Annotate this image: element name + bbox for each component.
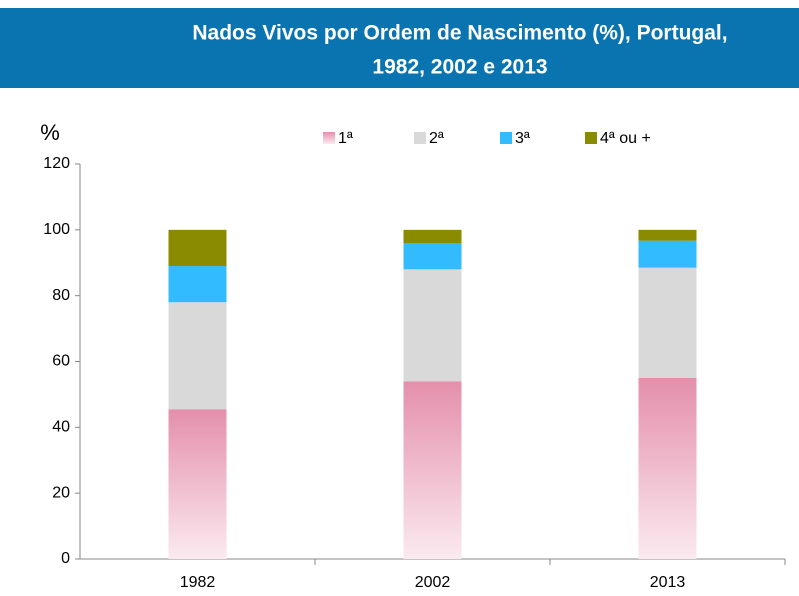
x-tick-label: 2002 bbox=[415, 574, 451, 591]
bar-segment bbox=[168, 409, 227, 559]
title-banner bbox=[0, 8, 799, 88]
x-tick-label: 2013 bbox=[650, 574, 686, 591]
bar-segment bbox=[403, 229, 462, 243]
bar-segment bbox=[403, 381, 462, 559]
bar-segment bbox=[638, 240, 697, 268]
legend-swatch bbox=[585, 132, 597, 144]
legend-label: 4ª ou + bbox=[600, 130, 651, 147]
y-tick-label: 40 bbox=[52, 419, 70, 436]
bar-segment bbox=[638, 267, 697, 378]
bar-segment bbox=[168, 302, 227, 410]
chart-title: Nados Vivos por Ordem de Nascimento (%),… bbox=[192, 22, 727, 45]
y-tick-label: 60 bbox=[52, 353, 70, 370]
chart-title: 1982, 2002 e 2013 bbox=[372, 56, 547, 79]
legend-label: 3ª bbox=[515, 130, 530, 147]
bar-segment bbox=[168, 229, 227, 267]
legend-label: 1ª bbox=[338, 130, 353, 147]
y-tick-label: 80 bbox=[52, 287, 70, 304]
bar-segment bbox=[403, 269, 462, 382]
y-axis-label: % bbox=[40, 120, 60, 145]
legend-swatch bbox=[414, 132, 426, 144]
y-tick-label: 120 bbox=[43, 155, 70, 172]
legend-swatch bbox=[323, 132, 335, 144]
y-tick-label: 100 bbox=[43, 221, 70, 238]
bar-segment bbox=[403, 243, 462, 270]
y-tick-label: 0 bbox=[61, 550, 70, 567]
y-tick-label: 20 bbox=[52, 484, 70, 501]
bar-segment bbox=[638, 377, 697, 559]
bar-segment bbox=[168, 266, 227, 303]
legend-swatch bbox=[500, 132, 512, 144]
bar-segment bbox=[638, 229, 697, 241]
legend-label: 2ª bbox=[429, 130, 444, 147]
x-tick-label: 1982 bbox=[180, 574, 216, 591]
